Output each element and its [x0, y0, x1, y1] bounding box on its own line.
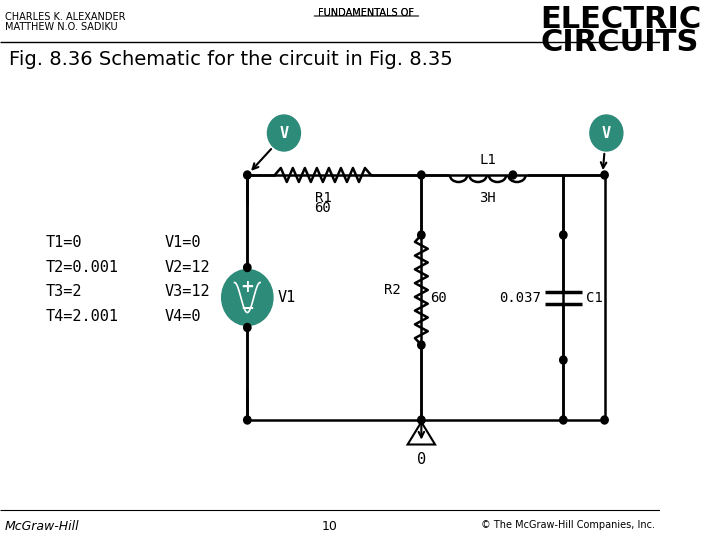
Text: 3H: 3H: [480, 191, 496, 205]
Text: © The McGraw-Hill Companies, Inc.: © The McGraw-Hill Companies, Inc.: [481, 520, 655, 530]
Circle shape: [267, 115, 300, 151]
Circle shape: [601, 416, 608, 424]
Text: 10: 10: [322, 520, 338, 533]
Text: CHARLES K. ALEXANDER: CHARLES K. ALEXANDER: [4, 12, 125, 22]
Text: R1: R1: [315, 191, 331, 205]
Circle shape: [590, 115, 623, 151]
Circle shape: [601, 171, 608, 179]
Circle shape: [559, 356, 567, 364]
Circle shape: [243, 323, 251, 332]
Circle shape: [418, 341, 425, 349]
Text: 0: 0: [417, 453, 426, 468]
Text: 0.037: 0.037: [499, 291, 541, 305]
Circle shape: [243, 171, 251, 179]
Circle shape: [243, 264, 251, 272]
Text: Fig. 8.36 Schematic for the circuit in Fig. 8.35: Fig. 8.36 Schematic for the circuit in F…: [9, 50, 453, 69]
Text: −: −: [240, 299, 254, 316]
Circle shape: [418, 171, 425, 179]
Text: CIRCUITS: CIRCUITS: [541, 28, 699, 57]
Text: +: +: [240, 279, 254, 296]
Text: C1: C1: [586, 291, 603, 305]
Circle shape: [559, 416, 567, 424]
Text: R2: R2: [384, 283, 401, 297]
Circle shape: [559, 231, 567, 239]
Text: MATTHEW N.O. SADIKU: MATTHEW N.O. SADIKU: [4, 22, 117, 32]
Text: McGraw-Hill: McGraw-Hill: [4, 520, 79, 533]
Text: L1: L1: [480, 153, 496, 167]
Circle shape: [509, 171, 517, 179]
Circle shape: [243, 416, 251, 424]
Text: 60: 60: [431, 291, 447, 305]
Text: V1: V1: [277, 290, 296, 305]
Text: 60: 60: [315, 201, 331, 215]
Text: V1=0
V2=12
V3=12
V4=0: V1=0 V2=12 V3=12 V4=0: [165, 235, 210, 324]
Circle shape: [418, 416, 425, 424]
Text: FUNDAMENTALS OF: FUNDAMENTALS OF: [318, 8, 415, 18]
Circle shape: [222, 269, 273, 326]
Text: V: V: [602, 125, 611, 140]
Text: ELECTRIC: ELECTRIC: [541, 5, 702, 34]
Circle shape: [418, 231, 425, 239]
Text: T1=0
T2=0.001
T3=2
T4=2.001: T1=0 T2=0.001 T3=2 T4=2.001: [46, 235, 119, 324]
Text: FUNDAMENTALS OF: FUNDAMENTALS OF: [318, 8, 415, 18]
Text: V: V: [279, 125, 289, 140]
